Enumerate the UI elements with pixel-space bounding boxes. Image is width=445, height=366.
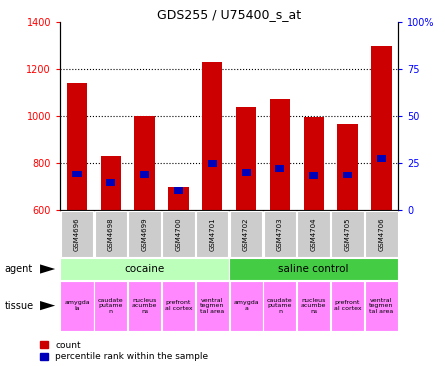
- Text: GSM4696: GSM4696: [74, 217, 80, 251]
- Bar: [343, 172, 352, 178]
- Bar: [73, 171, 81, 177]
- Title: GDS255 / U75400_s_at: GDS255 / U75400_s_at: [157, 8, 301, 21]
- Bar: [140, 171, 149, 178]
- Bar: [168, 187, 189, 210]
- Text: prefront
al cortex: prefront al cortex: [334, 300, 361, 311]
- Bar: [230, 212, 262, 257]
- Bar: [230, 280, 263, 331]
- Bar: [196, 212, 228, 257]
- Text: amygda
a: amygda a: [233, 300, 259, 311]
- Text: GSM4704: GSM4704: [311, 217, 317, 251]
- Text: cocaine: cocaine: [125, 264, 165, 274]
- Bar: [377, 155, 386, 162]
- Text: caudate
putame
n: caudate putame n: [267, 298, 293, 314]
- Text: ventral
tegmen
tal area: ventral tegmen tal area: [200, 298, 224, 314]
- Bar: [162, 280, 195, 331]
- Text: caudate
putame
n: caudate putame n: [98, 298, 124, 314]
- Text: GSM4702: GSM4702: [243, 217, 249, 251]
- Legend: count, percentile rank within the sample: count, percentile rank within the sample: [40, 341, 209, 362]
- Text: GSM4705: GSM4705: [344, 217, 351, 251]
- Bar: [275, 165, 284, 172]
- Bar: [236, 107, 256, 210]
- Bar: [101, 156, 121, 210]
- Text: GSM4699: GSM4699: [142, 217, 148, 251]
- Polygon shape: [40, 264, 55, 274]
- Bar: [365, 280, 398, 331]
- Text: GSM4706: GSM4706: [378, 217, 384, 251]
- Bar: [365, 212, 397, 257]
- Bar: [332, 212, 364, 257]
- Text: amygda
la: amygda la: [64, 300, 90, 311]
- Text: tissue: tissue: [4, 300, 33, 311]
- Bar: [174, 187, 183, 194]
- Text: nucleus
acumbe
ns: nucleus acumbe ns: [132, 298, 158, 314]
- Bar: [162, 212, 194, 257]
- Text: saline control: saline control: [279, 264, 349, 274]
- Bar: [128, 280, 161, 331]
- Bar: [60, 258, 229, 280]
- Bar: [208, 160, 217, 167]
- Bar: [61, 212, 93, 257]
- Bar: [129, 212, 161, 257]
- Text: GSM4700: GSM4700: [175, 217, 182, 251]
- Bar: [337, 124, 358, 210]
- Bar: [94, 280, 127, 331]
- Text: agent: agent: [4, 264, 32, 274]
- Bar: [331, 280, 364, 331]
- Bar: [95, 212, 127, 257]
- Bar: [61, 280, 93, 331]
- Bar: [202, 62, 222, 210]
- Text: GSM4703: GSM4703: [277, 217, 283, 251]
- Text: ventral
tegmen
tal area: ventral tegmen tal area: [369, 298, 393, 314]
- Text: prefront
al cortex: prefront al cortex: [165, 300, 192, 311]
- Bar: [196, 280, 229, 331]
- Polygon shape: [40, 301, 55, 310]
- Bar: [371, 45, 392, 210]
- Text: GSM4701: GSM4701: [209, 217, 215, 251]
- Bar: [270, 98, 290, 210]
- Bar: [242, 169, 251, 176]
- Bar: [67, 83, 87, 210]
- Bar: [106, 179, 115, 186]
- Bar: [134, 116, 155, 210]
- Text: nucleus
acumbe
ns: nucleus acumbe ns: [301, 298, 327, 314]
- Bar: [229, 258, 398, 280]
- Bar: [264, 212, 296, 257]
- Bar: [303, 117, 324, 210]
- Bar: [263, 280, 296, 331]
- Bar: [297, 280, 330, 331]
- Bar: [298, 212, 330, 257]
- Bar: [309, 172, 318, 179]
- Text: GSM4698: GSM4698: [108, 217, 114, 251]
